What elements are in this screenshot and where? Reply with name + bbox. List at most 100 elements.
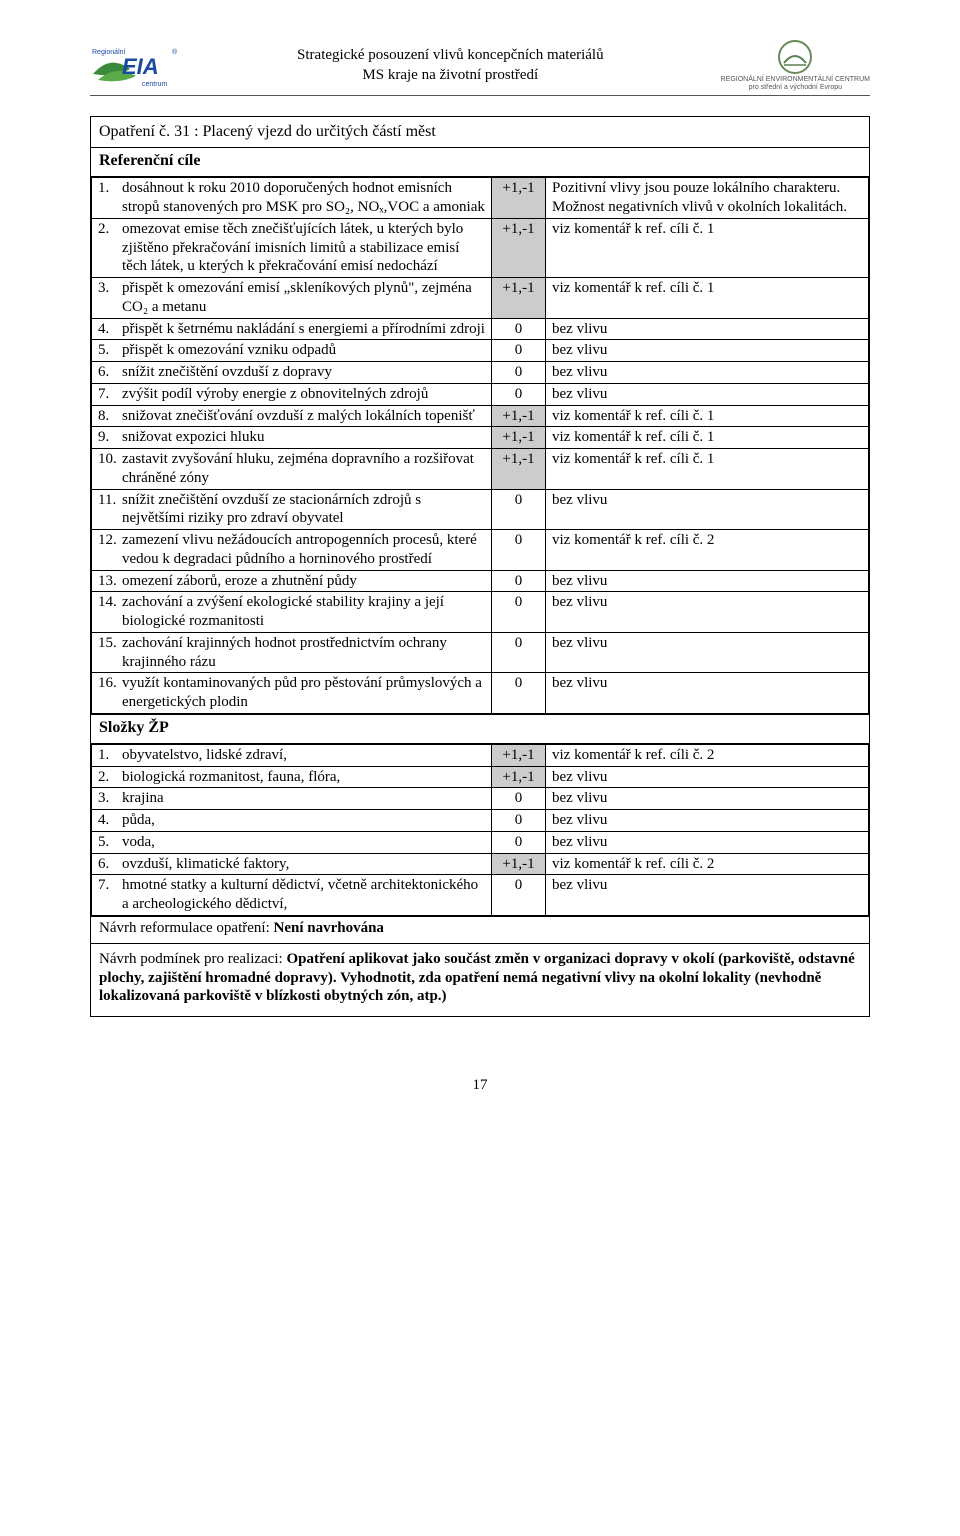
row-number: 2. xyxy=(98,768,122,787)
row-description: 4.půda, xyxy=(92,810,492,832)
row-number: 8. xyxy=(98,407,122,426)
row-text: hmotné statky a kulturní dědictví, včetn… xyxy=(122,876,485,914)
row-number: 12. xyxy=(98,531,122,569)
row-number: 13. xyxy=(98,572,122,591)
row-description: 9.snižovat expozici hluku xyxy=(92,427,492,449)
row-value: +1,-1 xyxy=(492,744,546,766)
row-description: 2.omezovat emise těch znečišťujících lát… xyxy=(92,218,492,277)
row-comment: bez vlivu xyxy=(546,766,869,788)
row-value: +1,-1 xyxy=(492,405,546,427)
row-text: obyvatelstvo, lidské zdraví, xyxy=(122,746,485,765)
eia-logo-icon: EIA Regionální centrum ® xyxy=(90,44,180,88)
table-row: 10.zastavit zvyšování hluku, zejména dop… xyxy=(92,449,869,490)
row-comment: bez vlivu xyxy=(546,875,869,916)
row-comment: viz komentář k ref. cíli č. 1 xyxy=(546,278,869,319)
svg-text:centrum: centrum xyxy=(142,81,167,88)
row-text: snižovat znečišťování ovzduší z malých l… xyxy=(122,407,485,426)
row-number: 16. xyxy=(98,674,122,712)
table-row: 2.biologická rozmanitost, fauna, flóra, +… xyxy=(92,766,869,788)
row-text: zachování a zvýšení ekologické stability… xyxy=(122,593,485,631)
row-value: +1,-1 xyxy=(492,427,546,449)
row-text: půda, xyxy=(122,811,485,830)
row-text: krajina xyxy=(122,789,485,808)
row-number: 11. xyxy=(98,491,122,529)
row-comment: bez vlivu xyxy=(546,831,869,853)
row-comment: bez vlivu xyxy=(546,592,869,633)
row-description: 5.voda, xyxy=(92,831,492,853)
row-text: dosáhnout k roku 2010 doporučených hodno… xyxy=(122,179,485,217)
row-text: voda, xyxy=(122,833,485,852)
rec-logo-icon xyxy=(778,40,812,74)
row-description: 16.využít kontaminovaných půd pro pěstov… xyxy=(92,673,492,714)
row-comment: bez vlivu xyxy=(546,570,869,592)
row-value: 0 xyxy=(492,632,546,673)
row-text: snížit znečištění ovzduší ze stacionární… xyxy=(122,491,485,529)
header-line2: MS kraje na životní prostředí xyxy=(297,66,604,86)
row-number: 6. xyxy=(98,855,122,874)
row-description: 10.zastavit zvyšování hluku, zejména dop… xyxy=(92,449,492,490)
row-text: snížit znečištění ovzduší z dopravy xyxy=(122,363,485,382)
row-text: zamezení vlivu nežádoucích antropogenníc… xyxy=(122,531,485,569)
row-number: 7. xyxy=(98,385,122,404)
row-value: 0 xyxy=(492,530,546,571)
reformulation-value: Není navrhována xyxy=(274,920,384,936)
table-row: 15.zachování krajinných hodnot prostředn… xyxy=(92,632,869,673)
row-text: biologická rozmanitost, fauna, flóra, xyxy=(122,768,485,787)
row-number: 9. xyxy=(98,428,122,447)
svg-text:Regionální: Regionální xyxy=(92,49,126,56)
row-description: 1.obyvatelstvo, lidské zdraví, xyxy=(92,744,492,766)
row-description: 14.zachování a zvýšení ekologické stabil… xyxy=(92,592,492,633)
row-comment: bez vlivu xyxy=(546,632,869,673)
table-row: 13.omezení záborů, eroze a zhutnění půdy… xyxy=(92,570,869,592)
row-value: +1,-1 xyxy=(492,853,546,875)
table-row: 3.krajina0bez vlivu xyxy=(92,788,869,810)
row-description: 11.snížit znečištění ovzduší ze stacioná… xyxy=(92,489,492,530)
row-text: omezení záborů, eroze a zhutnění půdy xyxy=(122,572,485,591)
row-text: zastavit zvyšování hluku, zejména doprav… xyxy=(122,450,485,488)
table-row: 11.snížit znečištění ovzduší ze stacioná… xyxy=(92,489,869,530)
row-text: využít kontaminovaných půd pro pěstování… xyxy=(122,674,485,712)
row-number: 5. xyxy=(98,833,122,852)
table-row: 7.zvýšit podíl výroby energie z obnovite… xyxy=(92,383,869,405)
row-value: 0 xyxy=(492,489,546,530)
row-number: 7. xyxy=(98,876,122,914)
row-number: 14. xyxy=(98,593,122,631)
header-line1: Strategické posouzení vlivů koncepčních … xyxy=(297,46,604,66)
row-description: 4.přispět k šetrnému nakládání s energie… xyxy=(92,318,492,340)
row-comment: viz komentář k ref. cíli č. 2 xyxy=(546,744,869,766)
row-value: 0 xyxy=(492,875,546,916)
row-comment: bez vlivu xyxy=(546,340,869,362)
header-title: Strategické posouzení vlivů koncepčních … xyxy=(297,46,604,85)
svg-text:®: ® xyxy=(172,48,178,56)
row-value: +1,-1 xyxy=(492,178,546,219)
row-comment: bez vlivu xyxy=(546,318,869,340)
row-description: 3.přispět k omezování emisí „skleníkovýc… xyxy=(92,278,492,319)
table-row: 12.zamezení vlivu nežádoucích antropogen… xyxy=(92,530,869,571)
row-value: 0 xyxy=(492,673,546,714)
reformulation-row: Návrh reformulace opatření: Není navrhov… xyxy=(91,916,869,944)
table-row: 14.zachování a zvýšení ekologické stabil… xyxy=(92,592,869,633)
logo-right-line2: pro střední a východní Evropu xyxy=(721,84,870,92)
row-text: zvýšit podíl výroby energie z obnoviteln… xyxy=(122,385,485,404)
row-comment: bez vlivu xyxy=(546,489,869,530)
row-number: 5. xyxy=(98,341,122,360)
row-number: 3. xyxy=(98,279,122,317)
row-comment: viz komentář k ref. cíli č. 1 xyxy=(546,427,869,449)
table-row: 1.dosáhnout k roku 2010 doporučených hod… xyxy=(92,178,869,219)
row-description: 6.ovzduší, klimatické faktory, xyxy=(92,853,492,875)
row-value: +1,-1 xyxy=(492,278,546,319)
row-comment: viz komentář k ref. cíli č. 1 xyxy=(546,405,869,427)
table-row: 5.přispět k omezování vzniku odpadů 0bez … xyxy=(92,340,869,362)
row-comment: Pozitivní vlivy jsou pouze lokálního cha… xyxy=(546,178,869,219)
table-row: 2.omezovat emise těch znečišťujících lát… xyxy=(92,218,869,277)
row-comment: bez vlivu xyxy=(546,788,869,810)
row-comment: bez vlivu xyxy=(546,673,869,714)
row-number: 2. xyxy=(98,220,122,276)
row-text: přispět k omezování vzniku odpadů xyxy=(122,341,485,360)
row-value: 0 xyxy=(492,831,546,853)
row-value: +1,-1 xyxy=(492,766,546,788)
row-value: 0 xyxy=(492,340,546,362)
table-row: 3.přispět k omezování emisí „skleníkovýc… xyxy=(92,278,869,319)
row-text: přispět k šetrnému nakládání s energiemi… xyxy=(122,320,485,339)
row-number: 4. xyxy=(98,811,122,830)
